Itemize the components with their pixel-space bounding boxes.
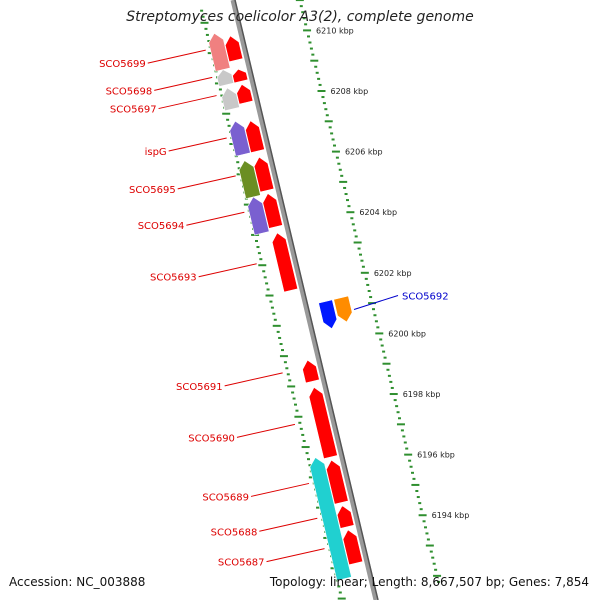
gene-label-sco5695: SCO5695 xyxy=(129,185,176,196)
gene-leader-line xyxy=(353,295,399,310)
gene-leader-line xyxy=(154,76,213,91)
gene-leader-line xyxy=(177,175,236,190)
gene-label-sco5688: SCO5688 xyxy=(211,527,258,538)
gene-arrow-sco5698[interactable] xyxy=(231,68,249,84)
gene-arrow-sco5689[interactable] xyxy=(325,459,349,505)
scale-label: 6210 kbp xyxy=(316,26,354,35)
gene-arrow-sco5688[interactable] xyxy=(335,504,355,529)
scale-label: 6194 kbp xyxy=(432,511,470,520)
gene-leader-line xyxy=(259,517,318,532)
gene-label-sco5698: SCO5698 xyxy=(106,86,153,97)
scale-label: 6206 kbp xyxy=(345,148,383,157)
gene-leader-line xyxy=(224,372,283,387)
gene-label-sco5692: SCO5692 xyxy=(402,291,449,302)
feature-arrow[interactable] xyxy=(237,159,261,200)
scale-label: 6196 kbp xyxy=(417,451,455,460)
gene-label-sco5689: SCO5689 xyxy=(202,492,249,503)
feature-arrow[interactable] xyxy=(246,195,270,236)
gene-leader-line xyxy=(198,263,257,278)
gene-leader-line xyxy=(250,482,310,497)
feature-arrow[interactable] xyxy=(333,295,354,324)
feature-arrow[interactable] xyxy=(216,68,235,87)
gene-label-sco5690: SCO5690 xyxy=(188,433,235,444)
feature-arrow[interactable] xyxy=(308,456,352,581)
gene-label-sco5694: SCO5694 xyxy=(138,221,185,232)
gene-label-ispg: ispG xyxy=(145,147,167,158)
gene-label-sco5699: SCO5699 xyxy=(99,59,146,70)
feature-arrow[interactable] xyxy=(207,32,231,72)
feature-arrow[interactable] xyxy=(228,119,251,157)
gene-label-sco5697: SCO5697 xyxy=(110,105,157,116)
gene-arrow-sco5687[interactable] xyxy=(341,528,364,566)
gene-leader-line xyxy=(158,95,217,110)
gene-leader-line xyxy=(186,211,245,226)
scale-label: 6202 kbp xyxy=(374,269,412,278)
accession-text: Accession: NC_003888 xyxy=(9,575,146,589)
scale-label: 6198 kbp xyxy=(403,390,441,399)
gene-arrow-ispg[interactable] xyxy=(244,119,265,154)
gene-leader-line xyxy=(266,548,325,563)
feature-arrow[interactable] xyxy=(220,86,240,112)
scale-label: 6200 kbp xyxy=(388,329,426,338)
map-title: Streptomyces coelicolor A3(2), complete … xyxy=(126,9,474,25)
genome-summary-text: Topology: linear; Length: 8,667,507 bp; … xyxy=(269,575,589,589)
gene-arrow-sco5693[interactable] xyxy=(270,231,299,293)
gene-label-sco5691: SCO5691 xyxy=(176,382,223,393)
scale-label: 6208 kbp xyxy=(331,87,369,96)
gene-label-sco5693: SCO5693 xyxy=(150,273,197,284)
gene-arrow-sco5690[interactable] xyxy=(307,386,338,460)
gene-arrow-sco5699[interactable] xyxy=(223,34,244,63)
gene-arrow-sco5695[interactable] xyxy=(252,155,275,193)
backbone-line xyxy=(230,0,379,600)
gene-arrow-sco5694[interactable] xyxy=(261,192,283,229)
gene-leader-line xyxy=(147,49,206,64)
gene-arrow-sco5691[interactable] xyxy=(301,359,320,384)
scale-label: 6204 kbp xyxy=(359,208,397,217)
gene-arrow-sco5697[interactable] xyxy=(235,83,254,105)
gene-leader-line xyxy=(168,137,227,152)
backbone-line-shade xyxy=(234,0,379,600)
gene-leader-line xyxy=(236,423,296,438)
gene-label-sco5687: SCO5687 xyxy=(218,558,265,569)
gene-arrow-sco5692[interactable] xyxy=(318,299,339,331)
